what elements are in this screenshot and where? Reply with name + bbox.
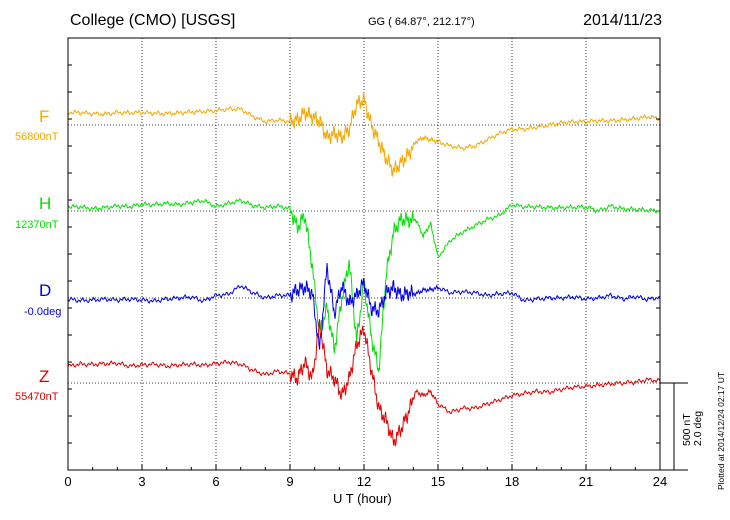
x-axis-label: U T (hour) [333, 491, 392, 506]
scale-bar [660, 382, 688, 471]
plotted-note: Plotted at 2014/12/24 02:17 UT [716, 371, 726, 490]
series-label-f: F [39, 107, 50, 126]
x-tick-label-12: 12 [357, 474, 371, 489]
x-tick-label-21: 21 [579, 474, 593, 489]
date-label: 2014/11/23 [583, 12, 662, 29]
scale-bar-label: 500 nT 2.0 deg [681, 410, 704, 446]
x-tick-label-9: 9 [286, 474, 293, 489]
series-baseline-z: 55470nT [15, 391, 59, 403]
series-baseline-h: 12370nT [15, 219, 59, 231]
grid [141, 38, 587, 470]
series-line-d [67, 262, 661, 350]
x-tick-label-18: 18 [505, 474, 519, 489]
x-tick-label-15: 15 [431, 474, 445, 489]
x-ticks: 0 3 6 9 12 15 18 21 24 [64, 64, 667, 489]
series-line-f [67, 92, 661, 177]
series-label-z: Z [39, 367, 50, 386]
x-tick-label-3: 3 [138, 474, 145, 489]
scale-deg-label: 2.0 deg [692, 410, 704, 446]
x-tick-label-24: 24 [653, 474, 667, 489]
x-tick-label-0: 0 [64, 474, 71, 489]
series-baseline-d: -0.0deg [24, 306, 62, 318]
chart-title: College (CMO) [USGS] [70, 12, 236, 29]
series-label-d: D [39, 281, 52, 300]
coordinates-label: GG ( 64.87°, 212.17°) [368, 16, 475, 28]
series-lines [67, 92, 661, 447]
series-baseline-f: 56800nT [15, 131, 59, 143]
series-line-z [67, 319, 661, 447]
x-tick-label-6: 6 [212, 474, 219, 489]
series-label-h: H [39, 194, 52, 213]
